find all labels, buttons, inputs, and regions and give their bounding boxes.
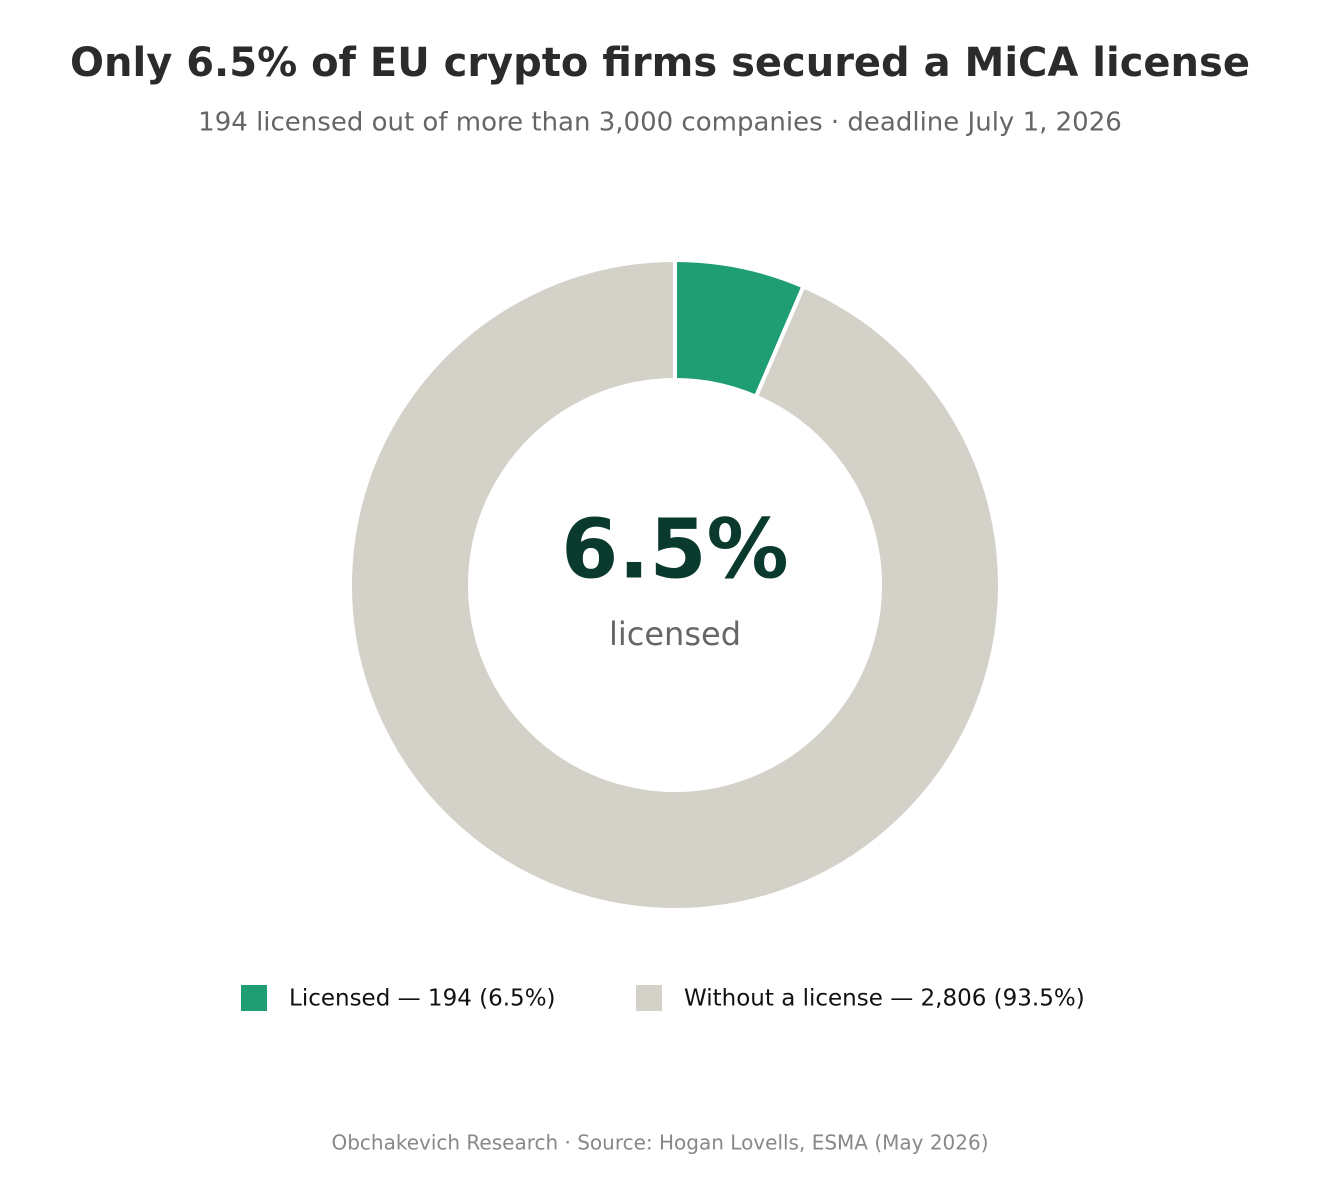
legend-label: Without a license — 2,806 (93.5%) bbox=[684, 986, 1085, 1012]
legend-swatch bbox=[241, 985, 267, 1011]
source-note: Obchakevich Research · Source: Hogan Lov… bbox=[331, 1131, 988, 1155]
legend-label: Licensed — 194 (6.5%) bbox=[289, 986, 556, 1012]
center-sublabel: licensed bbox=[609, 615, 741, 653]
chart-title: Only 6.5% of EU crypto firms secured a M… bbox=[70, 40, 1250, 86]
slice bbox=[348, 257, 1002, 912]
center-label: 6.5% bbox=[561, 502, 788, 597]
legend-swatch bbox=[636, 985, 662, 1011]
chart-subtitle: 194 licensed out of more than 3,000 comp… bbox=[198, 108, 1122, 138]
